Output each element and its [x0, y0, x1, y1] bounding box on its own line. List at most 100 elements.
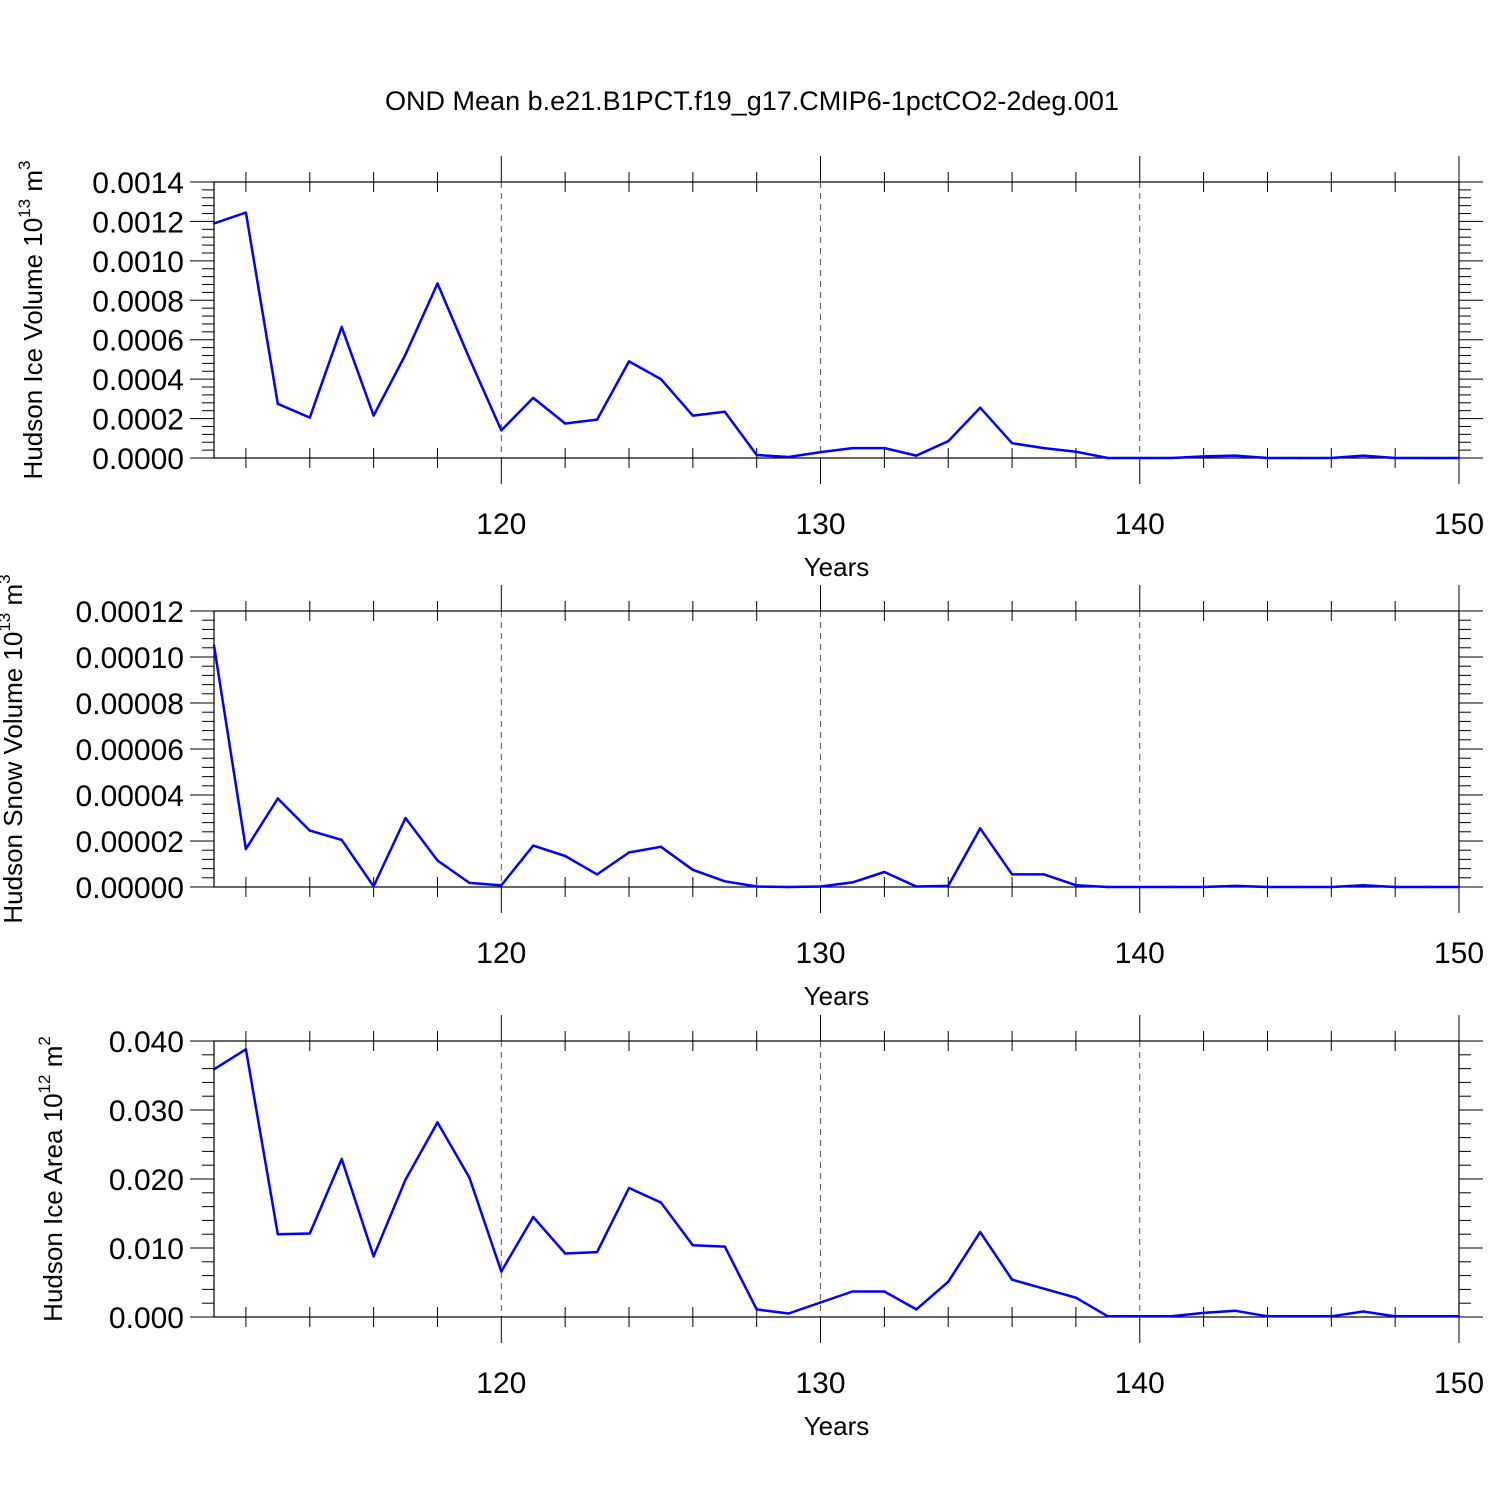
y-tick-label: 0.0010: [92, 246, 184, 279]
data-point: [1457, 456, 1461, 460]
data-point: [1457, 1315, 1461, 1318]
data-point: [1202, 455, 1205, 458]
y-axis-label-unit-exponent: 3: [0, 574, 14, 583]
y-tick-label: 0.00008: [76, 688, 184, 721]
data-point: [308, 829, 311, 832]
data-point: [1106, 456, 1110, 460]
y-tick-label: 0.0000: [92, 443, 184, 476]
data-point: [755, 453, 758, 457]
data-point: [851, 1290, 854, 1293]
y-tick-label: 0.0008: [92, 285, 184, 318]
data-point: [659, 377, 663, 381]
data-point: [1042, 1287, 1046, 1290]
y-tick-label: 0.00010: [76, 642, 184, 675]
data-point: [659, 845, 663, 848]
data-point: [819, 1301, 822, 1304]
data-point: [436, 282, 439, 285]
data-point: [1202, 1311, 1205, 1315]
y-tick-label: 0.00002: [76, 826, 184, 859]
data-point: [1106, 885, 1110, 889]
y-tick-label: 0.010: [109, 1233, 184, 1266]
y-axis-label: Hudson Ice Area 1012 m2: [35, 1036, 68, 1322]
data-point: [372, 414, 375, 417]
data-point: [915, 1308, 918, 1311]
y-tick-label: 0.000: [109, 1302, 184, 1335]
data-point: [436, 859, 439, 862]
data-point: [851, 881, 854, 884]
x-tick-label: 120: [476, 1367, 526, 1400]
y-tick-label: 0.0004: [92, 364, 184, 397]
data-point: [404, 1178, 407, 1181]
x-axis-label: Years: [804, 552, 870, 582]
data-point: [212, 222, 216, 225]
y-tick-label: 0.0006: [92, 325, 184, 358]
data-point: [883, 870, 886, 874]
data-point: [500, 884, 503, 887]
data-point: [1330, 456, 1333, 460]
data-point: [723, 410, 726, 413]
x-tick-label: 140: [1115, 937, 1165, 970]
data-point: [1298, 456, 1301, 460]
data-point: [978, 1230, 982, 1234]
data-point: [659, 1201, 663, 1204]
data-point: [1138, 885, 1141, 889]
panel-3: 0.000 0.010 0.020 0.030 0.040 120 130 140 150 Yea…: [35, 1015, 1484, 1441]
data-point: [1266, 885, 1269, 889]
data-point: [915, 885, 918, 888]
data-point: [1393, 1315, 1397, 1318]
y-axis-label-text: Hudson Ice Area 10: [38, 1093, 68, 1321]
data-point: [851, 446, 854, 450]
y-tick-label: 0.00000: [76, 872, 184, 905]
data-point: [308, 1232, 311, 1235]
x-tick-label: 140: [1115, 508, 1165, 541]
data-point: [723, 1245, 726, 1248]
data-point: [691, 868, 695, 871]
data-point: [563, 854, 567, 858]
data-point: [212, 644, 216, 647]
data-point: [308, 416, 311, 419]
x-tick-label: 150: [1434, 508, 1484, 541]
y-tick-label: 0.00006: [76, 734, 184, 767]
data-point: [819, 885, 822, 888]
plot-frame: [213, 610, 1460, 888]
data-point: [212, 1068, 216, 1071]
data-point: [1425, 885, 1429, 889]
y-axis-label-unit-exponent: 3: [15, 161, 34, 170]
data-point: [500, 1270, 503, 1273]
y-tick-label: 0.040: [109, 1026, 184, 1059]
series-line: [213, 1048, 1459, 1318]
data-point: [1138, 1315, 1141, 1318]
x-tick-label: 140: [1115, 1367, 1165, 1400]
data-point: [532, 396, 535, 400]
data-point: [276, 797, 280, 800]
data-point: [436, 1121, 439, 1124]
y-axis-label-unit: m: [18, 170, 48, 199]
data-point: [1106, 1315, 1110, 1318]
data-point: [1330, 1315, 1333, 1318]
data-point: [1074, 1296, 1078, 1299]
data-point: [1234, 454, 1237, 457]
data-point: [372, 885, 375, 888]
data-point: [532, 1215, 535, 1219]
data-point: [1362, 1310, 1365, 1313]
data-point: [691, 414, 695, 417]
y-axis-label-text: Hudson Ice Volume 10: [18, 218, 48, 480]
data-point: [468, 357, 471, 360]
y-axis-label-text: Hudson Snow Volume 10: [0, 632, 28, 924]
x-axis-label: Years: [804, 1411, 870, 1441]
x-tick-label: 130: [796, 508, 846, 541]
data-point: [819, 450, 822, 454]
data-point: [787, 1312, 790, 1315]
data-point: [563, 422, 567, 425]
data-point: [1298, 1315, 1301, 1318]
data-point: [532, 844, 535, 847]
data-point: [1266, 1315, 1269, 1318]
data-point: [468, 1176, 471, 1179]
data-point: [1457, 885, 1461, 889]
y-axis-label-unit: m: [0, 584, 28, 613]
y-axis-label-exponent: 13: [15, 199, 34, 218]
y-tick-label: 0.0014: [92, 167, 184, 200]
series-line: [212, 645, 1459, 889]
y-axis-label: Hudson Ice Volume 1013 m3: [15, 161, 48, 480]
